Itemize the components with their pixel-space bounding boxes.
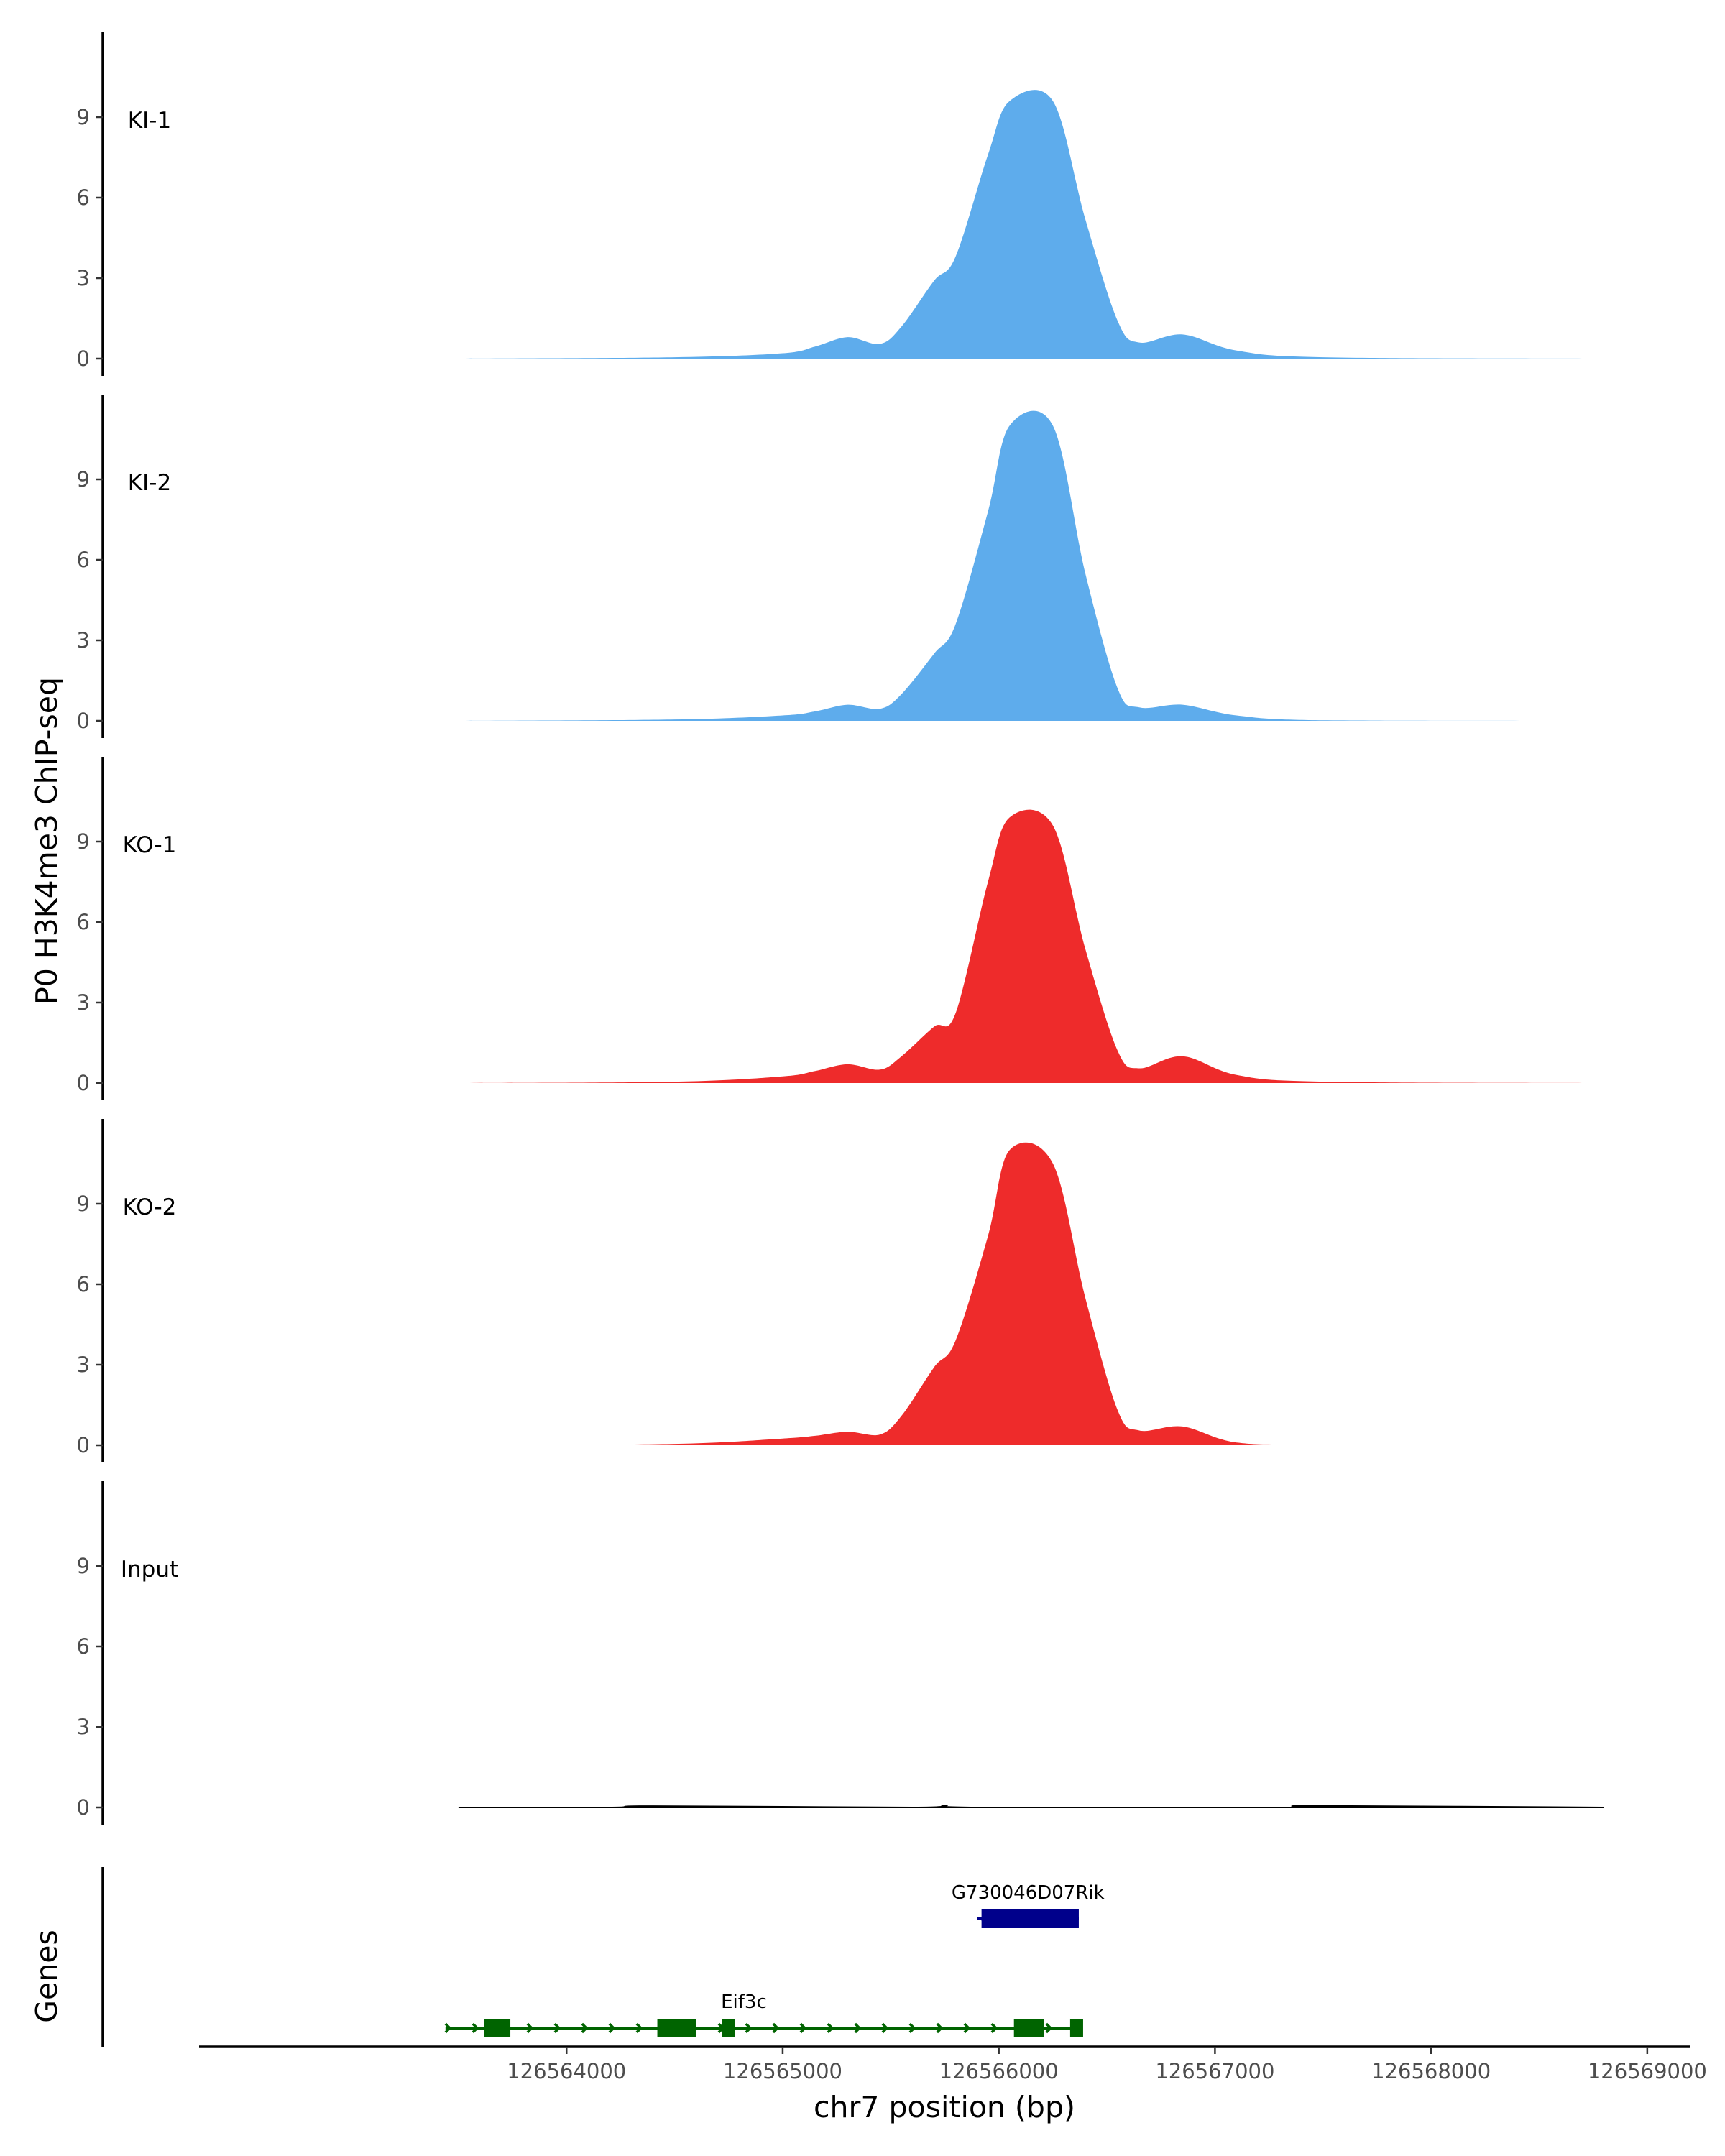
gene-exon: [722, 2019, 735, 2037]
strand-chevron: [1045, 2022, 1053, 2034]
track-label: KO-1: [123, 832, 177, 858]
x-tick-label: 126569000: [1588, 2059, 1707, 2083]
gene-eif3c: Eif3c: [444, 1991, 1083, 2037]
strand-chevron: [745, 2022, 753, 2034]
track-label: KI-1: [128, 108, 171, 134]
signal-area: [458, 410, 1604, 721]
gene-exon: [981, 1909, 1079, 1928]
strand-chevron: [936, 2022, 944, 2034]
y-tick-label: 0: [77, 709, 90, 733]
strand-chevron: [990, 2022, 998, 2034]
signal-area: [458, 1804, 1604, 1809]
y-tick-label: 0: [77, 346, 90, 371]
strand-chevron: [772, 2022, 780, 2034]
y-tick-label: 6: [77, 1634, 90, 1659]
genes-panel-title: Genes: [29, 1930, 64, 2023]
x-tick-label: 126564000: [507, 2059, 626, 2083]
y-tick-label: 9: [77, 829, 90, 854]
track-ko-2: 0 3 6 9 KO-2: [77, 1119, 1604, 1462]
gene-name-label: G730046D07Rik: [952, 1882, 1105, 1904]
track-input: 0 3 6 9 Input: [77, 1481, 1604, 1825]
strand-chevron: [472, 2022, 479, 2034]
strand-chevron: [881, 2022, 889, 2034]
y-tick-label: 9: [77, 105, 90, 129]
y-tick-label: 6: [77, 185, 90, 210]
strand-chevron: [963, 2022, 971, 2034]
y-tick-label: 3: [77, 990, 90, 1015]
y-tick-label: 6: [77, 910, 90, 934]
track-label: Input: [121, 1557, 178, 1583]
y-tick-label: 0: [77, 1071, 90, 1095]
y-tick-label: 6: [77, 548, 90, 572]
track-label: KO-2: [123, 1194, 177, 1220]
y-axis-title: P0 H3K4me3 ChIP-seq: [29, 677, 64, 1005]
strand-chevron: [444, 2022, 452, 2034]
gene-exon: [1013, 2019, 1044, 2037]
y-tick-label: 3: [77, 628, 90, 653]
y-tick-label: 3: [77, 1715, 90, 1739]
x-tick-label: 126568000: [1371, 2059, 1491, 2083]
track-ko-1: 0 3 6 9 KO-1: [77, 757, 1604, 1100]
x-axis: 126564000 126565000 126566000 126567000 1265…: [199, 2045, 1707, 2083]
track-label: KI-2: [128, 470, 171, 496]
y-tick-label: 3: [77, 266, 90, 290]
y-tick-label: 6: [77, 1272, 90, 1296]
strand-chevron: [553, 2022, 561, 2034]
track-panels: 0 3 6 9 KI-1 0 3 6 9 KI-2 0 3 6 9 KO-1 0 3 6 9 KO-2 0 3 6 9 Inpu…: [77, 32, 1604, 1825]
signal-area: [458, 1142, 1604, 1445]
track-ki-2: 0 3 6 9 KI-2: [77, 395, 1604, 738]
signal-area: [458, 90, 1604, 359]
y-tick-label: 9: [77, 1192, 90, 1216]
genes-panel: G730046D07Rik Eif3c: [101, 1867, 1105, 2047]
gene-g730046d07rik: G730046D07Rik: [952, 1882, 1105, 1928]
x-tick-label: 126565000: [723, 2059, 842, 2083]
y-tick-label: 9: [77, 1554, 90, 1578]
x-tick-label: 126566000: [939, 2059, 1059, 2083]
gene-exon: [657, 2019, 696, 2037]
strand-chevron: [908, 2022, 916, 2034]
y-tick-label: 3: [77, 1353, 90, 1377]
strand-chevron: [526, 2022, 534, 2034]
y-tick-label: 9: [77, 467, 90, 492]
x-axis-title: chr7 position (bp): [814, 2090, 1075, 2124]
strand-chevron: [608, 2022, 616, 2034]
strand-chevron: [799, 2022, 807, 2034]
signal-area: [458, 809, 1604, 1083]
strand-chevron: [581, 2022, 589, 2034]
strand-chevron: [854, 2022, 862, 2034]
gene-exon: [1070, 2019, 1083, 2037]
strand-chevron: [827, 2022, 834, 2034]
strand-chevron: [635, 2022, 643, 2034]
gene-exon: [484, 2019, 511, 2037]
track-ki-1: 0 3 6 9 KI-1: [77, 32, 1604, 376]
y-tick-label: 0: [77, 1795, 90, 1820]
gene-name-label: Eif3c: [721, 1991, 767, 2013]
x-tick-label: 126567000: [1155, 2059, 1274, 2083]
y-tick-label: 0: [77, 1433, 90, 1457]
